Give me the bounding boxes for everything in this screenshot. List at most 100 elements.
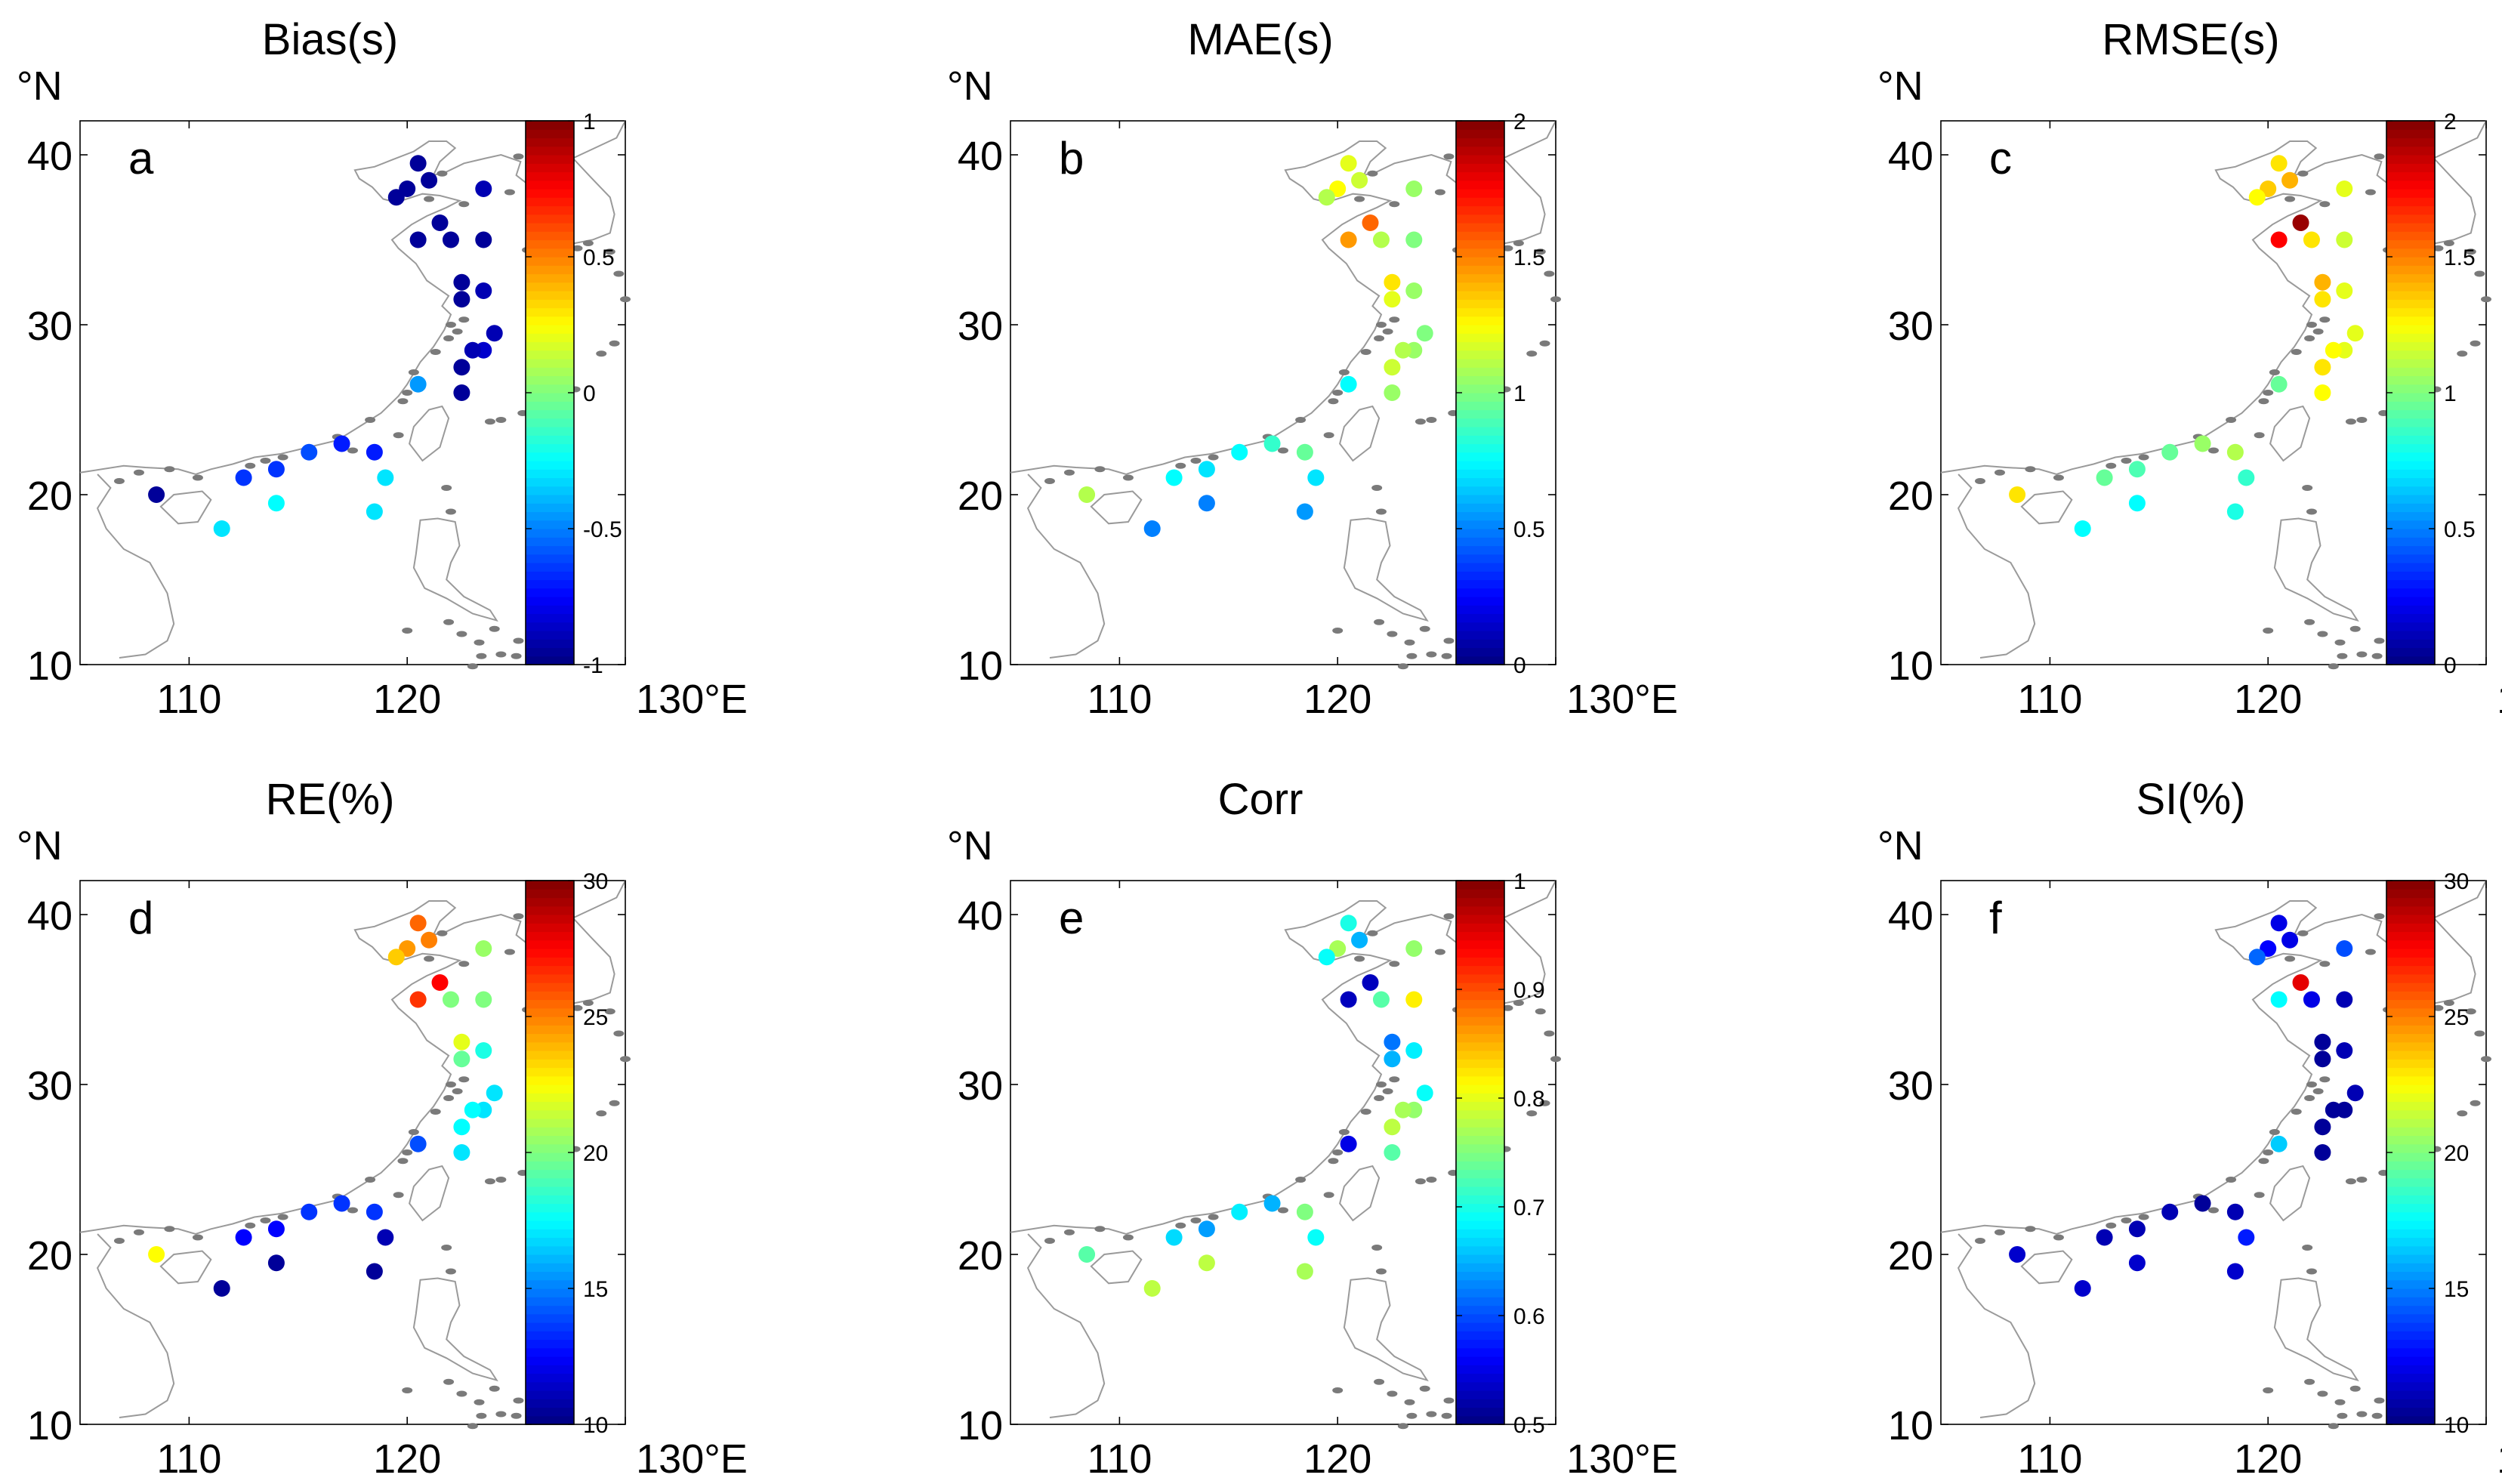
colorbar-step bbox=[2386, 1135, 2435, 1145]
colorbar-step bbox=[526, 299, 574, 309]
island-blob bbox=[2297, 170, 2309, 177]
x-axis-unit-label: 130°E bbox=[2497, 1436, 2502, 1482]
colorbar-step bbox=[2386, 579, 2435, 589]
colorbar-tick-label: 25 bbox=[2444, 1005, 2469, 1030]
station-marker bbox=[267, 1220, 285, 1238]
island-blob bbox=[2025, 1226, 2036, 1233]
panel-title: MAE(s) bbox=[1187, 15, 1333, 64]
station-marker bbox=[453, 273, 470, 291]
panel-title: RMSE(s) bbox=[2102, 15, 2279, 64]
station-marker bbox=[2336, 1042, 2353, 1059]
colorbar-step bbox=[1456, 223, 1504, 232]
colorbar-step bbox=[526, 1415, 574, 1425]
colorbar-step bbox=[526, 529, 574, 538]
x-tick-label: 110 bbox=[2017, 1436, 2082, 1482]
island-blob bbox=[1544, 270, 1555, 277]
island-blob bbox=[2356, 417, 2368, 423]
colorbar-step bbox=[526, 1017, 574, 1026]
colorbar-step bbox=[1456, 1017, 1504, 1026]
island-blob bbox=[1367, 170, 1378, 177]
island-blob bbox=[192, 474, 203, 481]
island-blob bbox=[2254, 1192, 2265, 1199]
colorbar-step bbox=[2386, 1041, 2435, 1051]
y-tick-label: 10 bbox=[27, 643, 72, 689]
colorbar-step bbox=[526, 983, 574, 992]
island-blob bbox=[1443, 637, 1455, 644]
island-blob bbox=[504, 949, 515, 955]
colorbar-step bbox=[1456, 906, 1504, 915]
colorbar-tick-label: 1 bbox=[1513, 869, 1526, 894]
island-blob bbox=[458, 1076, 470, 1083]
colorbar-step bbox=[2386, 1347, 2435, 1357]
colorbar-step bbox=[526, 579, 574, 589]
island-taiwan bbox=[1339, 1165, 1381, 1222]
island-luzon bbox=[2273, 517, 2359, 622]
station-marker bbox=[377, 469, 394, 486]
station-marker bbox=[2009, 486, 2026, 503]
island-blob bbox=[192, 1234, 203, 1241]
island-blob bbox=[1338, 369, 1350, 375]
station-marker bbox=[235, 1229, 252, 1246]
colorbar-step bbox=[1456, 639, 1504, 649]
island-blob bbox=[2349, 1385, 2361, 1392]
colorbar-step bbox=[526, 401, 574, 411]
island-blob bbox=[2334, 1399, 2346, 1405]
island-blob bbox=[1175, 1222, 1186, 1229]
colorbar-step bbox=[1456, 486, 1504, 495]
colorbar-step bbox=[2386, 1331, 2435, 1341]
station-marker bbox=[2074, 1280, 2091, 1297]
island-blob bbox=[2138, 1214, 2149, 1220]
island-blob bbox=[2356, 1177, 2368, 1183]
panel-label: b bbox=[1059, 133, 1084, 184]
colorbar-step bbox=[1456, 1051, 1504, 1060]
island-blob bbox=[504, 189, 515, 196]
colorbar-step bbox=[2386, 273, 2435, 283]
island-blob bbox=[495, 1411, 507, 1418]
colorbar-step bbox=[2386, 647, 2435, 657]
colorbar-step bbox=[526, 1084, 574, 1094]
island-blob bbox=[1443, 1397, 1455, 1404]
colorbar-step bbox=[1456, 375, 1504, 385]
colorbar-step bbox=[2386, 1143, 2435, 1153]
colorbar-tick-label: 0 bbox=[2444, 653, 2457, 678]
island-blob bbox=[1122, 474, 1134, 481]
colorbar-step bbox=[1456, 939, 1504, 949]
island-blob bbox=[2106, 462, 2117, 469]
colorbar-step bbox=[526, 1271, 574, 1281]
colorbar-step bbox=[526, 631, 574, 640]
colorbar-step bbox=[526, 316, 574, 325]
station-marker bbox=[475, 991, 492, 1008]
colorbar-step bbox=[526, 1322, 574, 1331]
colorbar-step bbox=[526, 121, 574, 130]
y-tick-label: 30 bbox=[958, 1063, 1003, 1109]
island-blob bbox=[1544, 1030, 1555, 1037]
coastline-vietnam bbox=[1957, 1233, 2036, 1418]
colorbar-tick-label: 0.5 bbox=[1513, 1413, 1545, 1438]
island-blob bbox=[397, 398, 409, 405]
island-blob bbox=[441, 1245, 452, 1251]
colorbar-step bbox=[1456, 291, 1504, 300]
station-marker bbox=[1384, 1144, 1401, 1161]
station-marker bbox=[409, 1135, 427, 1152]
island-blob bbox=[2319, 1076, 2331, 1083]
colorbar-step bbox=[526, 1033, 574, 1043]
colorbar-step bbox=[2386, 1051, 2435, 1060]
island-blob bbox=[2121, 458, 2132, 464]
island-blob bbox=[458, 316, 470, 323]
island-blob bbox=[1526, 350, 1538, 357]
colorbar-step bbox=[2386, 1271, 2435, 1281]
station-marker bbox=[2009, 1246, 2026, 1263]
station-marker bbox=[1318, 949, 1335, 966]
station-marker bbox=[453, 359, 470, 376]
station-marker bbox=[2314, 384, 2331, 401]
colorbar-step bbox=[1456, 469, 1504, 479]
station-marker bbox=[1340, 915, 1357, 932]
island-blob bbox=[164, 1226, 175, 1233]
colorbar-step bbox=[1456, 973, 1504, 983]
station-marker bbox=[2248, 949, 2266, 966]
colorbar-step bbox=[2386, 1059, 2435, 1069]
colorbar-step bbox=[526, 949, 574, 958]
island-blob bbox=[445, 322, 456, 328]
colorbar-step bbox=[526, 223, 574, 232]
island-blob bbox=[613, 270, 625, 277]
